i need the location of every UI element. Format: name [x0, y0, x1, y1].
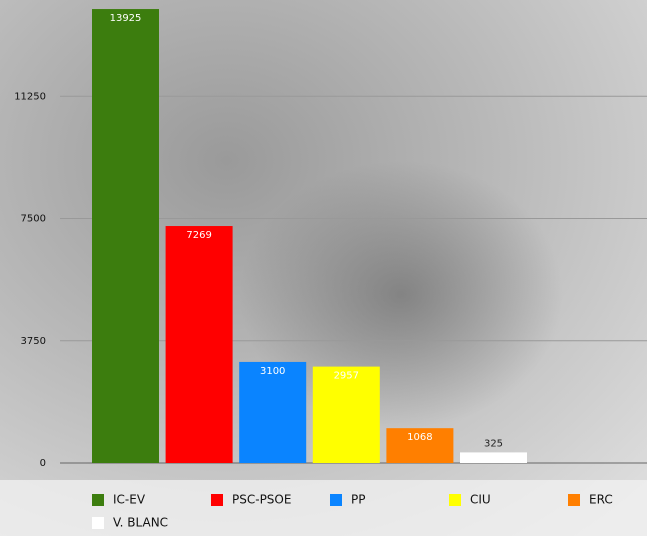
value-label: 1068 [407, 432, 432, 443]
chart: 0 3750 7500 11250 13925 7269 3100 2957 1068 325 IC… [0, 0, 647, 536]
y-tick-label: 7500 [21, 214, 46, 225]
value-label: 2957 [334, 371, 359, 382]
value-label: 7269 [186, 230, 211, 241]
legend-label: PSC-PSOE [232, 493, 291, 507]
bar [92, 9, 159, 463]
value-label: 3100 [260, 366, 285, 377]
bar [166, 226, 233, 463]
legend-label: PP [351, 493, 365, 507]
legend-label: IC-EV [113, 493, 146, 507]
bar [460, 452, 527, 463]
legend-label: V. BLANC [113, 516, 168, 530]
legend-label: CIU [470, 493, 491, 507]
legend-swatch [449, 494, 461, 506]
legend-label: ERC [589, 493, 613, 507]
legend-swatch [92, 517, 104, 529]
legend-swatch [568, 494, 580, 506]
bar [239, 362, 306, 463]
legend-swatch [92, 494, 104, 506]
legend-swatch [211, 494, 223, 506]
y-tick-label: 3750 [21, 336, 46, 347]
value-label: 13925 [110, 13, 142, 24]
y-tick-label: 11250 [14, 91, 46, 102]
y-tick-label: 0 [40, 458, 46, 469]
value-label: 325 [484, 438, 503, 449]
legend-swatch [330, 494, 342, 506]
